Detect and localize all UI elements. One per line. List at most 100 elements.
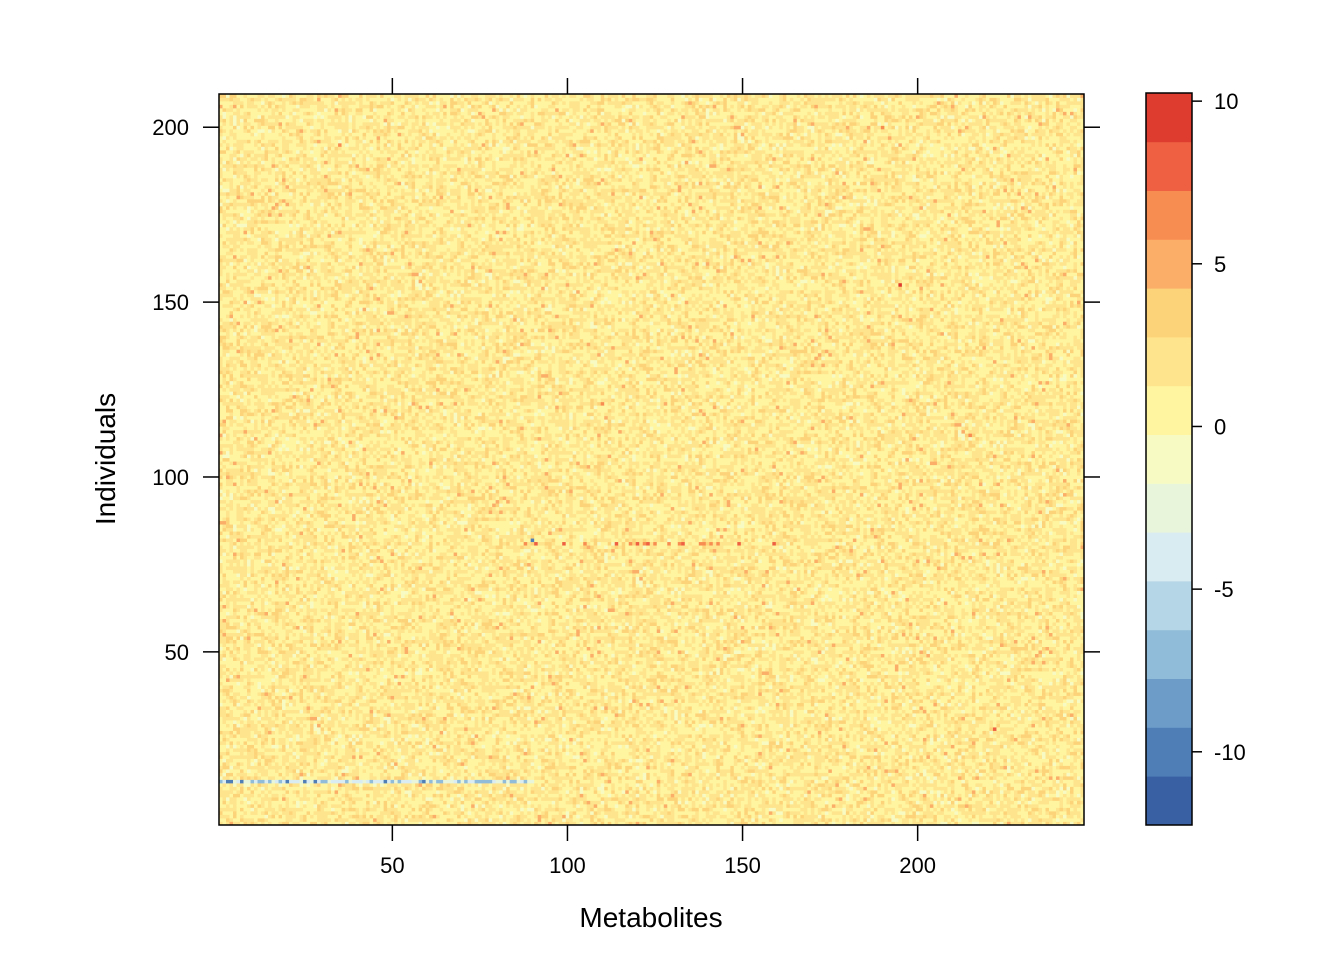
heatmap-cell xyxy=(919,783,923,787)
heatmap-cell xyxy=(944,808,948,812)
heatmap-cell xyxy=(524,783,528,787)
heatmap-cell xyxy=(685,801,689,805)
heatmap-cell xyxy=(366,790,370,794)
heatmap-cell xyxy=(377,811,381,815)
heatmap-cell xyxy=(1049,815,1053,819)
heatmap-cell xyxy=(1007,794,1011,798)
heatmap-cell xyxy=(391,797,395,801)
heatmap-cell xyxy=(303,780,307,784)
heatmap-cell xyxy=(695,790,699,794)
heatmap-cell xyxy=(363,808,367,812)
heatmap-cell xyxy=(772,797,776,801)
heatmap-cell xyxy=(1066,815,1070,819)
heatmap-cell xyxy=(779,797,783,801)
heatmap-cell xyxy=(447,790,451,794)
heatmap-cell xyxy=(611,811,615,815)
heatmap-cell xyxy=(531,783,535,787)
heatmap-cell xyxy=(678,797,682,801)
heatmap-cell xyxy=(832,818,836,822)
heatmap-cell xyxy=(594,794,598,798)
heatmap-cell xyxy=(289,780,293,784)
heatmap-cell xyxy=(226,794,230,798)
heatmap-cell xyxy=(898,811,902,815)
heatmap-cell xyxy=(667,808,671,812)
heatmap-cell xyxy=(881,804,885,808)
heatmap-cell xyxy=(471,818,475,822)
heatmap-cell xyxy=(317,783,321,787)
heatmap-cell xyxy=(958,787,962,791)
heatmap-cell xyxy=(986,808,990,812)
heatmap-cell xyxy=(461,783,465,787)
heatmap-cell xyxy=(965,797,969,801)
heatmap-cell xyxy=(786,790,790,794)
heatmap-cell xyxy=(1073,808,1077,812)
heatmap-cell xyxy=(702,783,706,787)
heatmap-cell xyxy=(545,801,549,805)
heatmap-cell xyxy=(1059,801,1063,805)
heatmap-cell xyxy=(352,790,356,794)
heatmap-cell xyxy=(741,801,745,805)
heatmap-cell xyxy=(335,818,339,822)
heatmap-cell xyxy=(604,808,608,812)
heatmap-cell xyxy=(492,797,496,801)
heatmap-cell xyxy=(846,783,850,787)
heatmap-cell xyxy=(814,804,818,808)
heatmap-cell xyxy=(412,801,416,805)
heatmap-cell xyxy=(769,811,773,815)
heatmap-cell xyxy=(562,811,566,815)
heatmap-cell xyxy=(258,815,262,819)
heatmap-cell xyxy=(786,801,790,805)
heatmap-cell xyxy=(702,808,706,812)
heatmap-cell xyxy=(1045,787,1049,791)
heatmap-cell xyxy=(618,790,622,794)
heatmap-cell xyxy=(335,801,339,805)
heatmap-cell xyxy=(646,804,650,808)
heatmap-cell xyxy=(307,797,311,801)
heatmap-cell xyxy=(671,790,675,794)
heatmap-cell xyxy=(398,808,402,812)
heatmap-cell xyxy=(919,815,923,819)
heatmap-cell xyxy=(860,794,864,798)
heatmap-cell xyxy=(583,811,587,815)
heatmap-cell xyxy=(496,818,500,822)
heatmap-cell xyxy=(471,811,475,815)
heatmap-cell xyxy=(748,818,752,822)
heatmap-cell xyxy=(394,811,398,815)
heatmap-cell xyxy=(786,797,790,801)
heatmap-cell xyxy=(912,783,916,787)
heatmap-cell xyxy=(762,794,766,798)
heatmap-cell xyxy=(720,794,724,798)
heatmap-cell xyxy=(933,797,937,801)
heatmap-cell xyxy=(258,808,262,812)
heatmap-cell xyxy=(706,794,710,798)
heatmap-cell xyxy=(769,815,773,819)
heatmap-cell xyxy=(653,794,657,798)
heatmap-cell xyxy=(618,804,622,808)
heatmap-cell xyxy=(671,794,675,798)
heatmap-cell xyxy=(338,790,342,794)
heatmap-cell xyxy=(272,780,276,784)
heatmap-cell xyxy=(412,790,416,794)
heatmap-cell xyxy=(968,794,972,798)
heatmap-cell xyxy=(265,804,269,808)
heatmap-cell xyxy=(247,818,251,822)
heatmap-cell xyxy=(839,804,843,808)
heatmap-cell xyxy=(356,794,360,798)
heatmap-cell xyxy=(1000,797,1004,801)
heatmap-cell xyxy=(779,811,783,815)
heatmap-cell xyxy=(594,815,598,819)
heatmap-cell xyxy=(842,794,846,798)
heatmap-cell xyxy=(475,811,479,815)
heatmap-cell xyxy=(380,811,384,815)
heatmap-cell xyxy=(636,797,640,801)
heatmap-cell xyxy=(842,815,846,819)
heatmap-cell xyxy=(1073,787,1077,791)
heatmap-cell xyxy=(510,815,514,819)
heatmap-cell xyxy=(842,804,846,808)
heatmap-cell xyxy=(821,801,825,805)
heatmap-cell xyxy=(933,808,937,812)
heatmap-cell xyxy=(951,818,955,822)
heatmap-cell xyxy=(695,794,699,798)
heatmap-cell xyxy=(223,804,227,808)
heatmap-cell xyxy=(765,811,769,815)
